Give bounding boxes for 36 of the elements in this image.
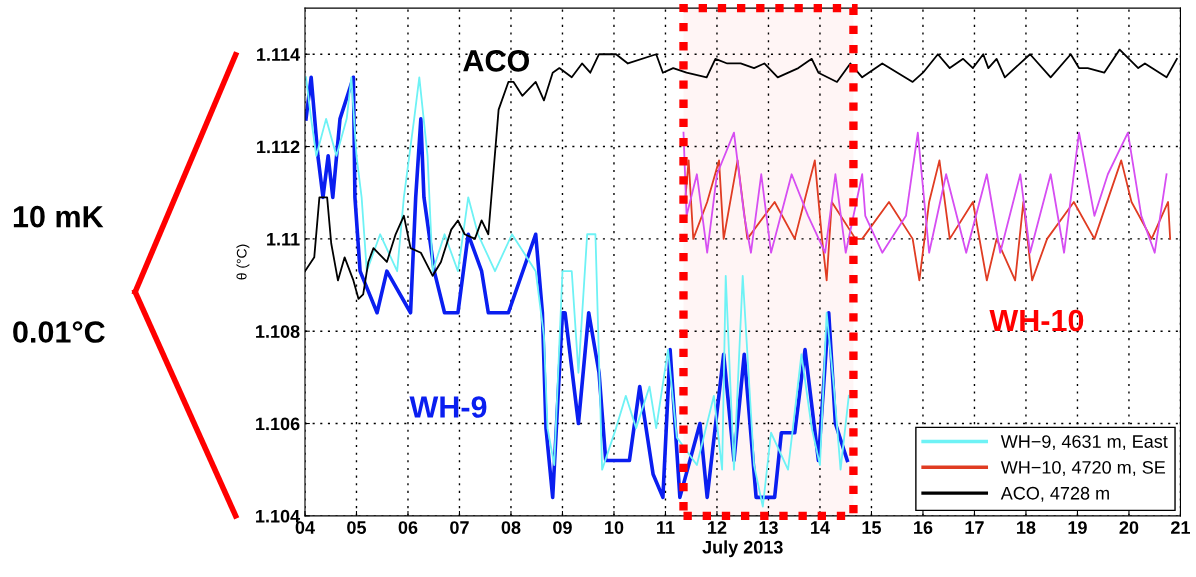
y-tick-label: 1.114 [257, 48, 301, 61]
line-series [682, 131, 1168, 254]
x-tick-label: 08 [501, 521, 521, 534]
x-tick-label: 20 [1119, 521, 1139, 534]
x-tick-label: 07 [450, 521, 469, 534]
y-tick-label: 1.112 [257, 140, 300, 154]
y-tick-label: 1.108 [256, 325, 300, 338]
x-tick-label: 09 [553, 521, 572, 534]
annotation: WH-9 [409, 396, 487, 418]
x-tick-label: 18 [1017, 521, 1036, 534]
y-tick-label: 1.11 [267, 233, 300, 246]
y-tick-label: 1.104 [256, 509, 301, 523]
legend-label: WH−10, 4720 m, SE [1000, 460, 1166, 476]
x-tick-label: 14 [811, 521, 830, 534]
text: 0.01°C [13, 321, 105, 343]
x-tick-label: 13 [759, 521, 778, 534]
x-tick-label: 11 [657, 521, 675, 534]
x-axis-title: July 2013 [702, 540, 783, 558]
x-tick-label: 05 [347, 521, 367, 534]
legend-label: WH−9, 4631 m, East [1000, 435, 1168, 451]
x-tick-label: 19 [1068, 521, 1087, 534]
y-axis-title: θ (°C) [236, 244, 250, 280]
text: 10 mK [13, 205, 104, 228]
x-tick-label: 12 [708, 521, 727, 534]
x-tick-label: 21 [1171, 521, 1190, 534]
line-series [684, 159, 1172, 282]
annotation: ACO [463, 50, 529, 72]
x-tick-label: 04 [295, 521, 315, 534]
legend-label: ACO, 4728 m [1000, 486, 1109, 502]
annotation: WH-10 [989, 309, 1084, 332]
x-tick-label: 06 [398, 521, 418, 534]
y-tick-label: 1.106 [256, 417, 300, 431]
x-tick-label: 15 [862, 521, 881, 534]
x-tick-label: 17 [965, 521, 984, 534]
x-tick-label: 10 [605, 521, 624, 534]
x-tick-label: 16 [914, 521, 933, 534]
